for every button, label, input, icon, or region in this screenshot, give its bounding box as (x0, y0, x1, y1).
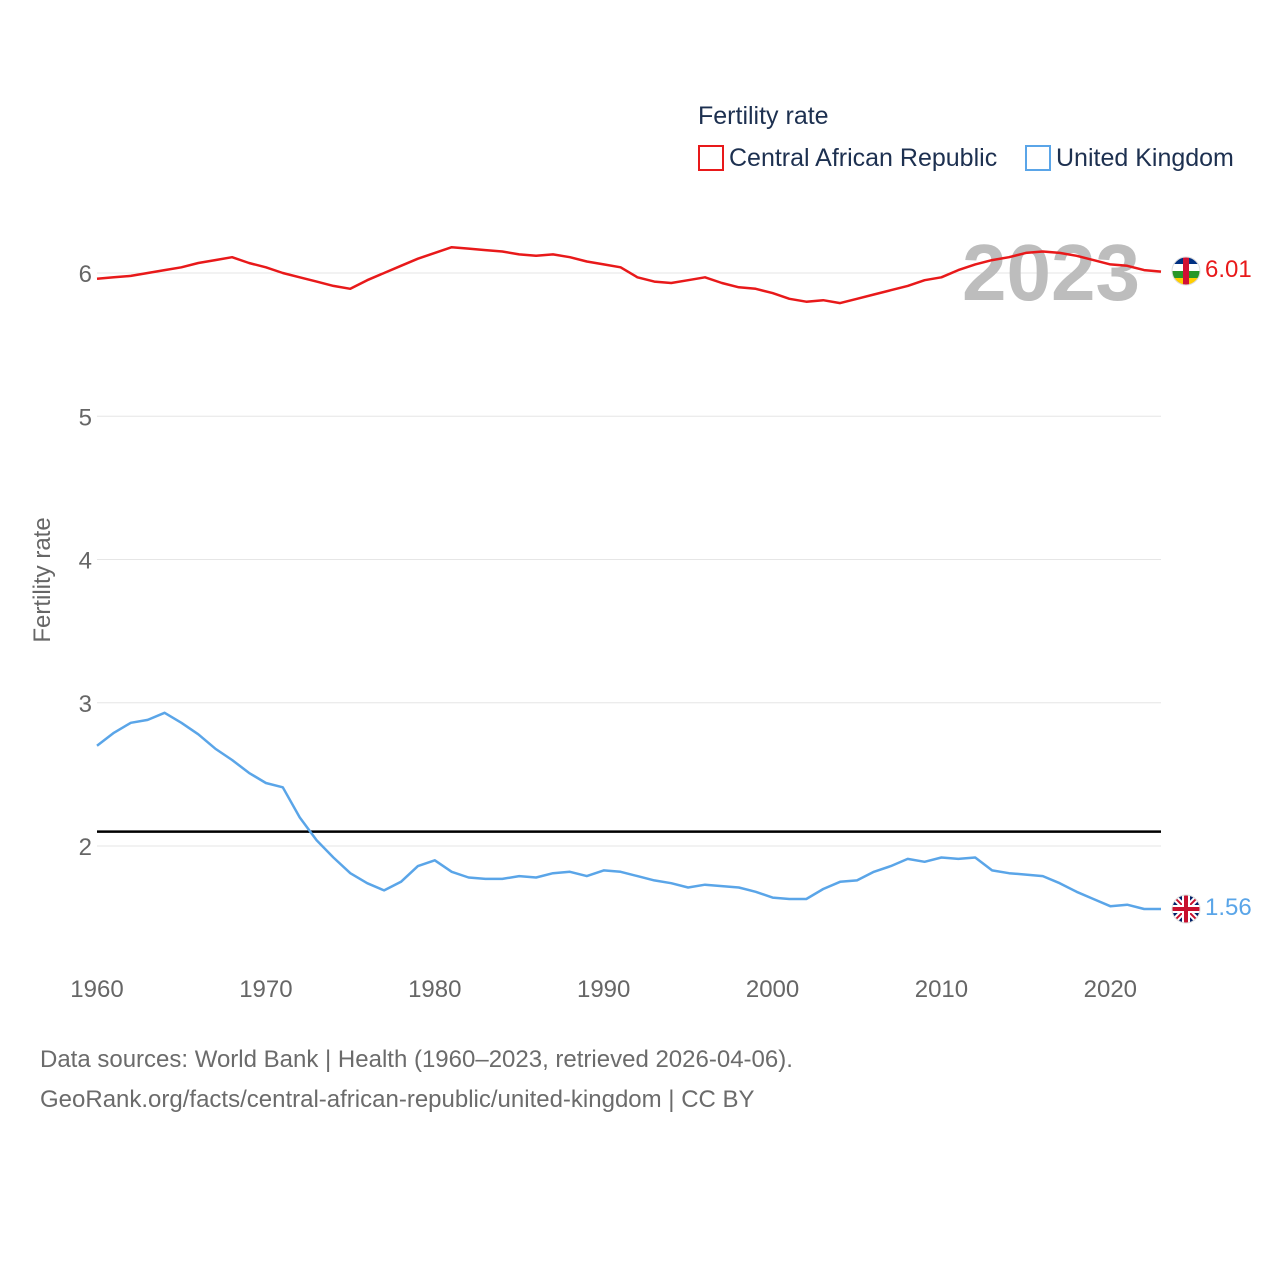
year-watermark: 2023 (962, 228, 1140, 317)
y-axis-label: Fertility rate (29, 517, 56, 642)
data-sources: Data sources: World Bank | Health (1960–… (40, 1040, 793, 1120)
x-tick-label: 1970 (239, 976, 292, 1003)
sources-line: Data sources: World Bank | Health (1960–… (40, 1046, 793, 1073)
y-tick-label: 4 (79, 548, 92, 575)
y-axis-ticks: 2 3 4 5 6 (79, 261, 92, 861)
end-value-central-african-republic: 6.01 (1205, 256, 1252, 283)
x-tick-label: 2000 (746, 976, 799, 1003)
legend-label-central-african-republic[interactable]: Central African Republic (729, 144, 997, 172)
x-tick-label: 1990 (577, 976, 630, 1003)
y-tick-label: 6 (79, 261, 92, 288)
gridlines (97, 272, 1161, 847)
y-tick-label: 2 (79, 834, 92, 861)
attribution-link[interactable]: GeoRank.org/facts/central-african-republ… (40, 1086, 755, 1113)
x-tick-label: 1960 (70, 976, 123, 1003)
end-marker-united-kingdom: 1.56 (1171, 894, 1252, 924)
series-line-central-african-republic[interactable] (96, 245, 1162, 305)
y-tick-label: 5 (79, 404, 92, 431)
legend: Fertility rate Central African Republic … (698, 102, 1234, 172)
x-tick-label: 2020 (1084, 976, 1137, 1003)
legend-label-united-kingdom[interactable]: United Kingdom (1056, 144, 1234, 172)
series-line-united-kingdom[interactable] (96, 711, 1161, 911)
x-axis-ticks: 1960 1970 1980 1990 2000 2010 2020 (70, 976, 1137, 1003)
end-value-united-kingdom: 1.56 (1205, 894, 1252, 921)
end-marker-central-african-republic: 6.01 (1171, 256, 1252, 286)
fertility-chart: 2 3 4 5 6 1960 1970 1980 1990 2000 2010 2020 Ferti… (29, 102, 1252, 1003)
legend-swatch-united-kingdom[interactable] (1025, 145, 1051, 171)
series-lines (96, 245, 1162, 911)
united-kingdom-flag-icon (1172, 895, 1200, 923)
y-tick-label: 3 (79, 691, 92, 718)
legend-swatch-central-african-republic[interactable] (698, 145, 724, 171)
central-african-republic-flag-icon (1172, 257, 1200, 285)
legend-title: Fertility rate (698, 102, 829, 130)
x-tick-label: 1980 (408, 976, 461, 1003)
x-tick-label: 2010 (915, 976, 968, 1003)
